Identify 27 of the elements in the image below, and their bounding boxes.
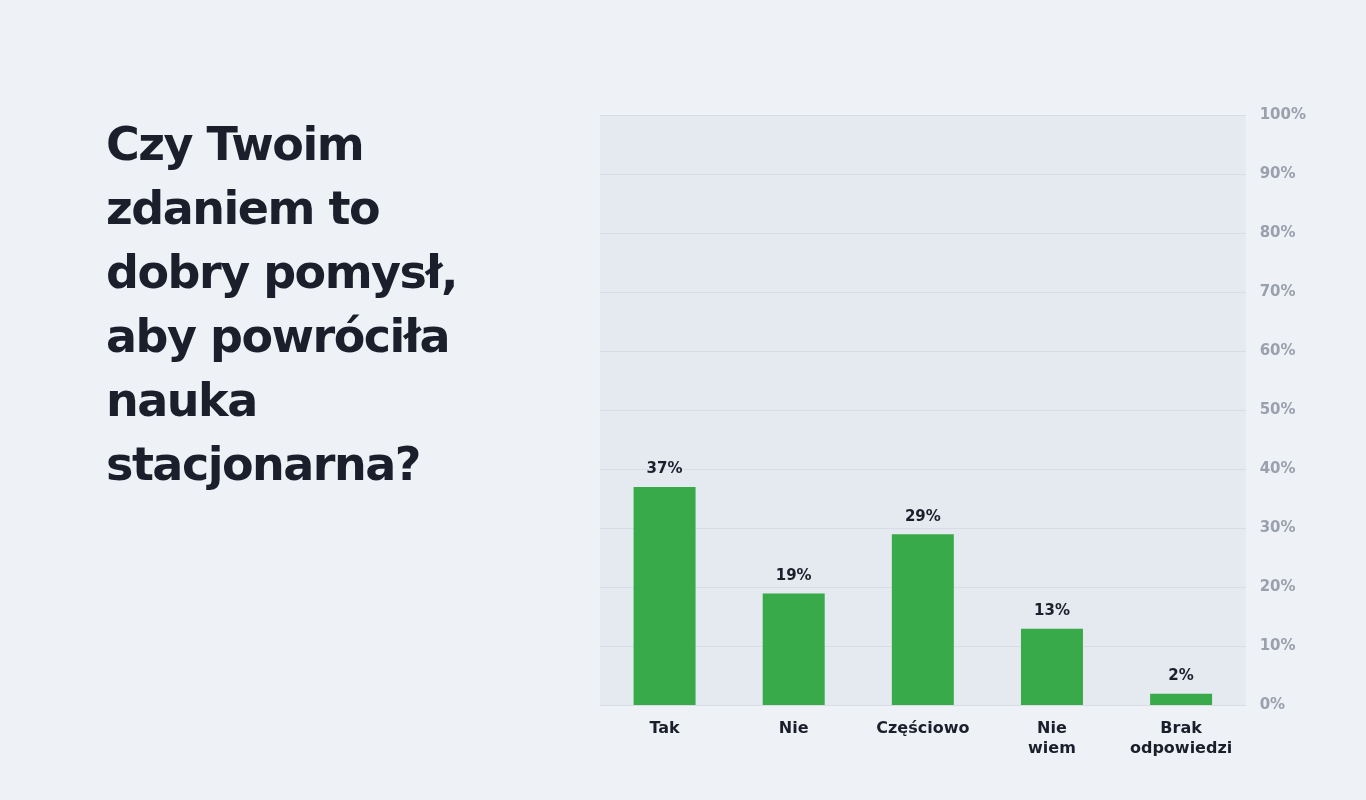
data-label: 13%: [1034, 601, 1070, 620]
y-tick-label: 50%: [1259, 400, 1296, 419]
x-tick-label: Tak: [649, 718, 681, 738]
x-tick-label: Częściowo: [876, 718, 970, 738]
y-tick-label: 100%: [1259, 104, 1306, 123]
y-tick-label: 40%: [1259, 459, 1296, 478]
y-tick-label: 10%: [1259, 636, 1296, 655]
bar: [891, 534, 954, 706]
y-tick-label: 20%: [1259, 577, 1296, 596]
x-tick-label: Nie wiem: [1028, 718, 1076, 757]
data-label: 19%: [775, 565, 812, 584]
y-tick-label: 80%: [1259, 223, 1296, 242]
text: Czy Twoim zdaniem to dobry pomysł, aby powróciła nauka stacjonarna?: [106, 116, 458, 493]
bar: [1150, 693, 1213, 706]
data-label: 29%: [904, 506, 941, 525]
x-tick-label: Brak odpowiedzi: [1129, 718, 1233, 757]
x-tick-label: Nie: [778, 718, 809, 738]
y-tick-label: 30%: [1259, 518, 1296, 537]
bar: [1020, 628, 1083, 706]
y-tick-label: 60%: [1259, 341, 1296, 360]
data-label: 37%: [646, 459, 683, 478]
bar: [633, 487, 696, 706]
y-tick-label: 0%: [1259, 695, 1286, 714]
y-tick-label: 70%: [1259, 282, 1296, 301]
y-tick-label: 90%: [1259, 163, 1296, 182]
data-label: 2%: [1168, 666, 1194, 685]
bar: [762, 593, 825, 706]
